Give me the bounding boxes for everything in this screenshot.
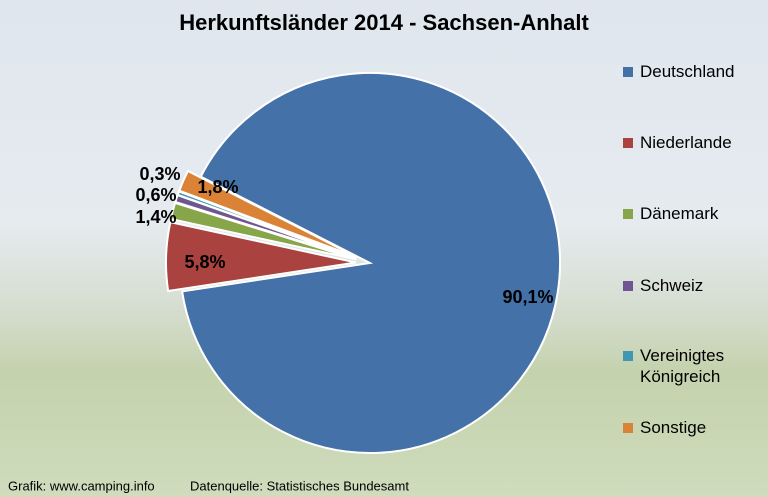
legend-label: Vereinigtes Königreich [640,346,725,386]
data-label: 0,6% [135,185,176,205]
pie-slice [178,169,358,259]
legend-swatch [623,138,633,148]
credit: Grafik: www.camping.info [8,478,155,493]
legend-label: Deutschland [640,62,735,81]
data-label: 5,8% [184,252,225,272]
legend-label: Sonstige [640,418,707,437]
data-label: 0,3% [139,164,180,184]
legend-label: Dänemark [640,204,719,223]
legend-swatch [623,281,633,291]
legend-swatch [623,209,633,219]
pie-slice [165,220,357,293]
legend-label: Niederlande [640,133,732,152]
credit: Datenquelle: Statistisches Bundesamt [190,478,409,493]
legend-swatch [623,67,633,77]
chart-title: Herkunftsländer 2014 - Sachsen-Anhalt [179,10,589,35]
data-label: 1,4% [135,207,176,227]
legend-swatch [623,423,633,433]
data-label: 1,8% [197,177,238,197]
legend-label: Schweiz [640,276,704,295]
pie-slice [180,72,561,454]
legend-swatch [623,351,633,361]
data-label: 90,1% [502,287,553,307]
